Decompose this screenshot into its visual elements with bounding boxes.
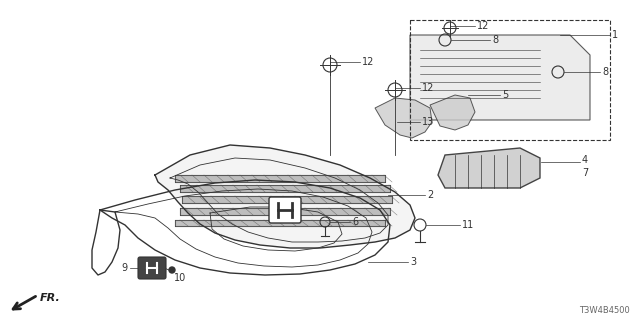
Polygon shape: [375, 98, 432, 138]
Text: 3: 3: [410, 257, 416, 267]
Text: 8: 8: [602, 67, 608, 77]
Polygon shape: [410, 35, 590, 120]
Text: 12: 12: [422, 83, 435, 93]
Text: 10: 10: [174, 273, 186, 283]
Text: 11: 11: [462, 220, 474, 230]
Text: 7: 7: [582, 168, 588, 178]
FancyBboxPatch shape: [269, 197, 301, 223]
Polygon shape: [438, 148, 540, 188]
Text: 6: 6: [352, 217, 358, 227]
Text: 12: 12: [477, 21, 490, 31]
FancyBboxPatch shape: [138, 257, 166, 279]
Polygon shape: [155, 145, 415, 248]
Bar: [410, 20, 610, 140]
Text: 8: 8: [492, 35, 498, 45]
Text: 4: 4: [582, 155, 588, 165]
Text: T3W4B4500: T3W4B4500: [579, 306, 630, 315]
Text: 2: 2: [427, 190, 433, 200]
Text: 5: 5: [502, 90, 508, 100]
Text: 9: 9: [122, 263, 128, 273]
Polygon shape: [430, 95, 475, 130]
Text: 1: 1: [612, 30, 618, 40]
Text: 12: 12: [362, 57, 374, 67]
Text: 13: 13: [422, 117, 435, 127]
Circle shape: [169, 267, 175, 273]
Text: FR.: FR.: [40, 293, 61, 303]
